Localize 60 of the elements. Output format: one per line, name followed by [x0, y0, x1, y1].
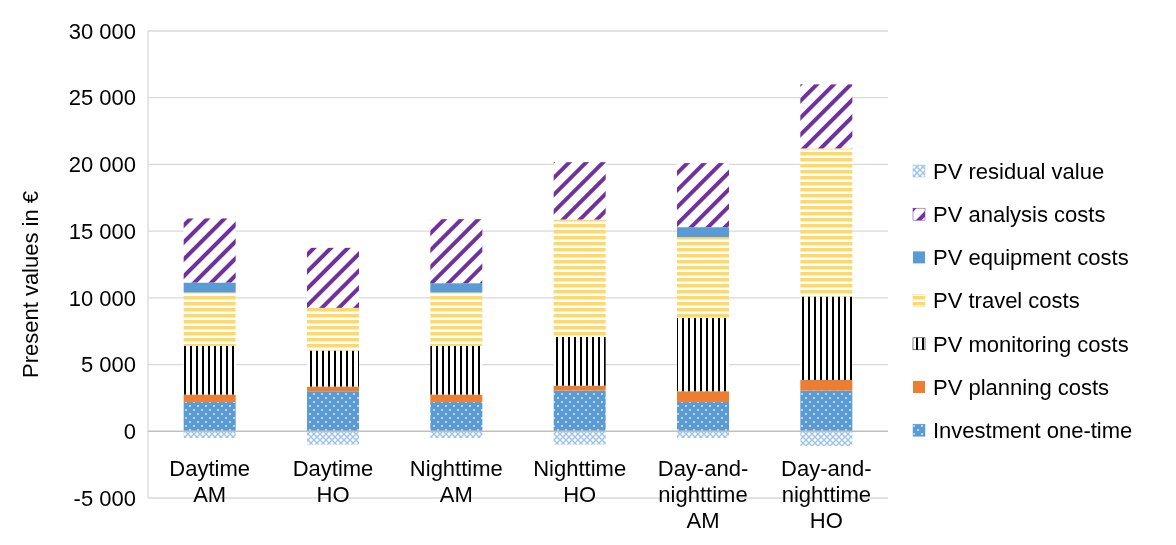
y-tick-label: 30 000 — [68, 18, 136, 44]
bar — [183, 401, 236, 432]
x-tick-label: Nighttime HO — [533, 456, 627, 507]
bar — [553, 390, 606, 432]
legend-label: PV analysis costs — [933, 201, 1106, 227]
bar — [183, 282, 236, 293]
bar — [553, 336, 606, 386]
bar — [307, 307, 359, 351]
y-axis-title: Present values in € — [18, 190, 43, 379]
bar — [307, 431, 359, 445]
bar — [183, 394, 236, 402]
bar — [183, 345, 236, 395]
x-tick-label: Daytime HO — [292, 456, 374, 507]
y-tick-label: 0 — [123, 418, 136, 444]
legend-label: PV residual value — [933, 158, 1105, 184]
x-tick-label: Day-and-nighttime AM — [657, 456, 749, 533]
y-tick-label: -5 000 — [73, 485, 136, 511]
bar — [430, 283, 483, 293]
bar — [677, 401, 729, 432]
bar — [430, 345, 483, 395]
x-tick-label: Day-and-nighttime HO — [781, 456, 872, 533]
bar — [183, 292, 236, 346]
bar — [800, 390, 853, 432]
bar — [553, 219, 606, 337]
bar — [800, 379, 853, 391]
bar — [677, 163, 729, 228]
bar — [553, 162, 606, 220]
bar — [430, 292, 483, 346]
bar — [800, 148, 853, 297]
bar — [430, 401, 483, 432]
bar — [430, 219, 483, 284]
y-tick-label: 25 000 — [68, 85, 136, 111]
bar — [677, 431, 729, 438]
y-tick-label: 10 000 — [68, 285, 136, 311]
bar — [183, 431, 236, 438]
bar — [677, 317, 729, 392]
y-tick-label: 5 000 — [80, 352, 136, 378]
legend-label: PV equipment costs — [933, 245, 1129, 271]
legend-label: PV travel costs — [933, 288, 1080, 314]
bar — [800, 84, 853, 149]
bar — [307, 247, 359, 308]
legend-label: Investment one-time — [933, 417, 1133, 443]
bar — [677, 237, 729, 318]
bar — [677, 391, 729, 402]
x-tick-label: Daytime AM — [169, 456, 251, 507]
y-tick-label: 15 000 — [68, 218, 136, 244]
bar — [307, 350, 359, 387]
legend-label: PV monitoring costs — [933, 331, 1129, 357]
x-tick-label: Nighttime AM — [409, 456, 503, 507]
bar — [800, 431, 853, 446]
bar — [183, 218, 236, 283]
bar — [553, 431, 606, 445]
y-tick-label: 20 000 — [68, 152, 136, 178]
bar — [430, 394, 483, 402]
bar — [800, 296, 853, 380]
bar — [677, 227, 729, 238]
legend-label: PV planning costs — [933, 374, 1110, 400]
bar — [430, 431, 483, 438]
bar — [553, 385, 606, 391]
bar — [307, 391, 359, 432]
